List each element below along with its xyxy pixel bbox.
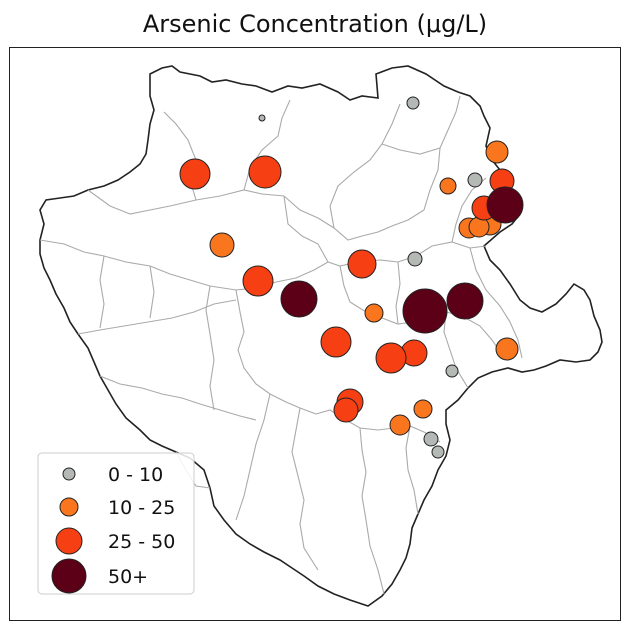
sample-point-10-25 (485, 140, 509, 164)
map-frame (9, 47, 621, 621)
legend-label-10-25: 10 - 25 (108, 497, 175, 519)
sample-point-50-plus (486, 186, 524, 224)
sample-point-50-plus (280, 280, 318, 318)
sample-point-25-50 (242, 265, 274, 297)
legend-label-50-plus: 50+ (108, 566, 148, 588)
sample-points (179, 96, 524, 459)
sample-point-25-50 (320, 326, 352, 358)
sample-point-10-25 (413, 399, 433, 419)
legend-marker-0-10 (62, 467, 76, 481)
legend-box (37, 452, 195, 595)
sample-point-0-10 (445, 364, 459, 378)
sample-point-0-10 (407, 251, 423, 267)
sample-point-50-plus (446, 282, 484, 320)
district-boundaries (39, 95, 523, 595)
sample-point-25-50 (347, 249, 377, 279)
sample-point-0-10 (431, 445, 445, 459)
sample-point-10-25 (209, 232, 235, 258)
legend-marker-50-plus (51, 558, 87, 594)
sample-point-25-50 (375, 342, 407, 374)
sample-point-0-10 (423, 431, 439, 447)
legend-marker-10-25 (59, 497, 79, 517)
sample-point-10-25 (389, 414, 411, 436)
map-title: Arsenic Concentration (μg/L) (142, 10, 488, 38)
sample-point-25-50 (248, 155, 282, 189)
sample-point-10-25 (439, 177, 457, 195)
legend-marker-25-50 (55, 527, 83, 555)
sample-point-50-plus (402, 288, 448, 334)
sample-point-0-10 (406, 96, 420, 110)
sample-point-25-50 (333, 397, 359, 423)
legend-label-0-10: 0 - 10 (108, 464, 163, 486)
sample-point-10-25 (364, 303, 384, 323)
legend: 0 - 10 10 - 25 25 - 50 50+ (37, 452, 195, 595)
region-outline (39, 65, 603, 607)
sample-point-25-50 (179, 158, 211, 190)
sample-point-10-25 (495, 337, 519, 361)
sample-point-0-10 (467, 172, 483, 188)
legend-label-25-50: 25 - 50 (108, 531, 175, 553)
sample-point-0-10 (258, 114, 266, 122)
